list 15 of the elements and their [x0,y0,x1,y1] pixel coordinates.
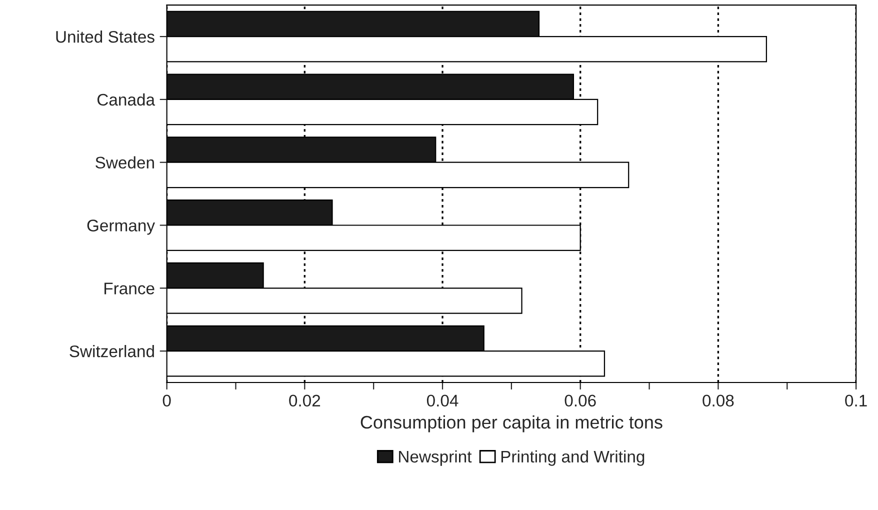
legend-label: Printing and Writing [501,450,644,466]
x-tick-label: 0.08 [702,394,734,407]
x-tick-label: 0.04 [426,394,458,407]
y-tick-label: Sweden [96,156,154,169]
legend-label: Newsprint [399,450,472,466]
y-tick-label: Germany [87,220,155,235]
x-tick-label: 0.06 [564,394,596,407]
x-tick-label: 0.02 [289,394,320,407]
y-tick-label: France [104,282,154,294]
x-tick-label: 0.1 [845,394,867,407]
y-tick-label: United States [56,30,154,43]
x-tick-label: 0 [162,394,171,407]
y-tick-label: Switzerland [70,345,154,358]
x-axis-title: Consumption per capita in metric tons [360,415,662,432]
y-tick-label: Canada [97,93,156,106]
